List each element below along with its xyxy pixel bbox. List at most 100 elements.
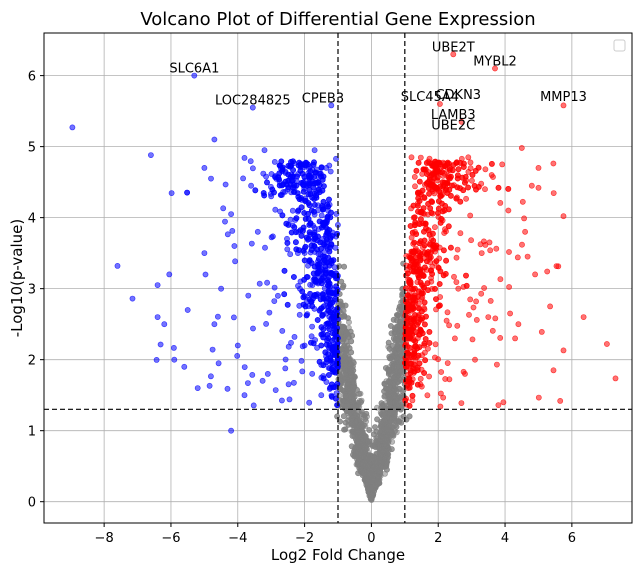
not-significant-point — [390, 352, 397, 359]
up-regulated-point — [580, 314, 587, 320]
not-significant-point — [379, 412, 386, 419]
up-regulated-point — [467, 296, 474, 303]
down-regulated-point — [318, 164, 325, 171]
down-regulated-point — [314, 269, 321, 276]
up-regulated-point — [467, 212, 474, 219]
x-tick-label: 2 — [434, 531, 442, 546]
down-regulated-point — [301, 257, 308, 264]
up-regulated-point — [419, 282, 425, 288]
up-regulated-point — [436, 281, 443, 287]
down-regulated-point — [323, 219, 330, 226]
gene-label: LOC284825 — [215, 94, 291, 109]
up-regulated-point — [460, 283, 467, 290]
up-regulated-point — [437, 403, 444, 410]
down-regulated-point — [278, 397, 285, 404]
not-significant-point — [340, 398, 347, 404]
down-regulated-point — [307, 219, 314, 226]
up-regulated-point — [455, 285, 462, 292]
up-regulated-point — [489, 327, 496, 334]
up-regulated-point — [436, 244, 443, 251]
up-regulated-point — [410, 202, 417, 209]
up-regulated-point — [436, 302, 443, 309]
down-regulated-point — [326, 196, 332, 203]
not-significant-point — [376, 445, 383, 452]
up-regulated-point — [407, 370, 414, 376]
up-regulated-point — [415, 248, 422, 255]
down-regulated-point — [326, 201, 333, 208]
down-regulated-point — [129, 295, 136, 302]
down-regulated-point — [301, 210, 308, 216]
up-regulated-point — [422, 336, 429, 342]
gene-label: MMP13 — [540, 90, 587, 105]
down-regulated-point — [268, 193, 275, 200]
down-regulated-point — [300, 247, 307, 254]
up-regulated-point — [425, 287, 431, 293]
down-regulated-point — [325, 320, 332, 327]
up-regulated-point — [495, 402, 502, 408]
not-significant-point — [379, 458, 386, 465]
down-regulated-point — [326, 293, 333, 299]
up-regulated-point — [426, 160, 433, 167]
up-regulated-point — [427, 205, 434, 212]
up-regulated-point — [442, 376, 449, 382]
gene-label: CDKN3 — [435, 88, 481, 103]
up-regulated-point — [522, 228, 528, 235]
down-regulated-point — [299, 368, 306, 375]
up-regulated-point — [438, 215, 445, 222]
not-significant-point — [346, 388, 353, 395]
down-regulated-point — [324, 337, 331, 344]
up-regulated-point — [497, 334, 504, 341]
up-regulated-point — [421, 340, 428, 347]
down-regulated-point — [292, 216, 299, 223]
not-significant-point — [374, 467, 381, 473]
up-regulated-point — [468, 177, 475, 184]
up-regulated-point — [421, 321, 428, 328]
up-regulated-point — [478, 250, 485, 256]
down-regulated-point — [334, 402, 340, 408]
up-regulated-point — [457, 230, 464, 237]
not-significant-point — [381, 447, 388, 454]
down-regulated-point — [320, 259, 327, 266]
up-regulated-point — [524, 253, 531, 260]
up-regulated-point — [417, 266, 424, 273]
down-regulated-point — [299, 227, 306, 234]
gene-label: CPEB3 — [302, 91, 344, 106]
down-regulated-point — [256, 280, 263, 287]
up-regulated-point — [505, 207, 512, 214]
up-regulated-point — [408, 360, 415, 367]
down-regulated-point — [206, 382, 213, 389]
up-regulated-point — [453, 279, 460, 285]
y-tick-label: 0 — [28, 496, 36, 511]
not-significant-point — [344, 342, 351, 349]
up-regulated-point — [421, 349, 428, 356]
not-significant-point — [360, 430, 366, 437]
down-regulated-point — [309, 370, 316, 377]
gene-label: MYBL2 — [473, 55, 517, 70]
down-regulated-point — [325, 372, 332, 378]
down-regulated-point — [315, 275, 322, 282]
down-regulated-point — [316, 358, 323, 365]
up-regulated-point — [423, 258, 430, 265]
x-tick-label: −6 — [161, 531, 180, 546]
down-regulated-point — [308, 207, 315, 214]
down-regulated-point — [300, 188, 307, 195]
down-regulated-point — [280, 189, 287, 195]
up-regulated-point — [426, 373, 432, 380]
down-regulated-point — [166, 271, 173, 278]
down-regulated-point — [271, 298, 278, 304]
up-regulated-point — [544, 268, 551, 275]
up-regulated-point — [445, 173, 452, 179]
not-significant-point — [347, 393, 354, 400]
up-regulated-point — [454, 246, 461, 253]
up-regulated-point — [409, 229, 416, 236]
not-significant-point — [390, 335, 397, 342]
not-significant-point — [354, 426, 360, 433]
down-regulated-point — [318, 392, 325, 399]
down-regulated-point — [318, 331, 325, 338]
up-regulated-point — [444, 360, 451, 366]
up-regulated-point — [467, 159, 474, 166]
down-regulated-point — [294, 208, 301, 215]
up-regulated-point — [419, 187, 426, 194]
down-regulated-point — [286, 396, 293, 403]
up-regulated-point — [416, 253, 423, 260]
